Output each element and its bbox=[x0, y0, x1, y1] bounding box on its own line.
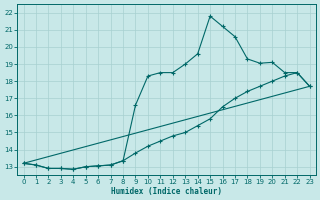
X-axis label: Humidex (Indice chaleur): Humidex (Indice chaleur) bbox=[111, 187, 222, 196]
